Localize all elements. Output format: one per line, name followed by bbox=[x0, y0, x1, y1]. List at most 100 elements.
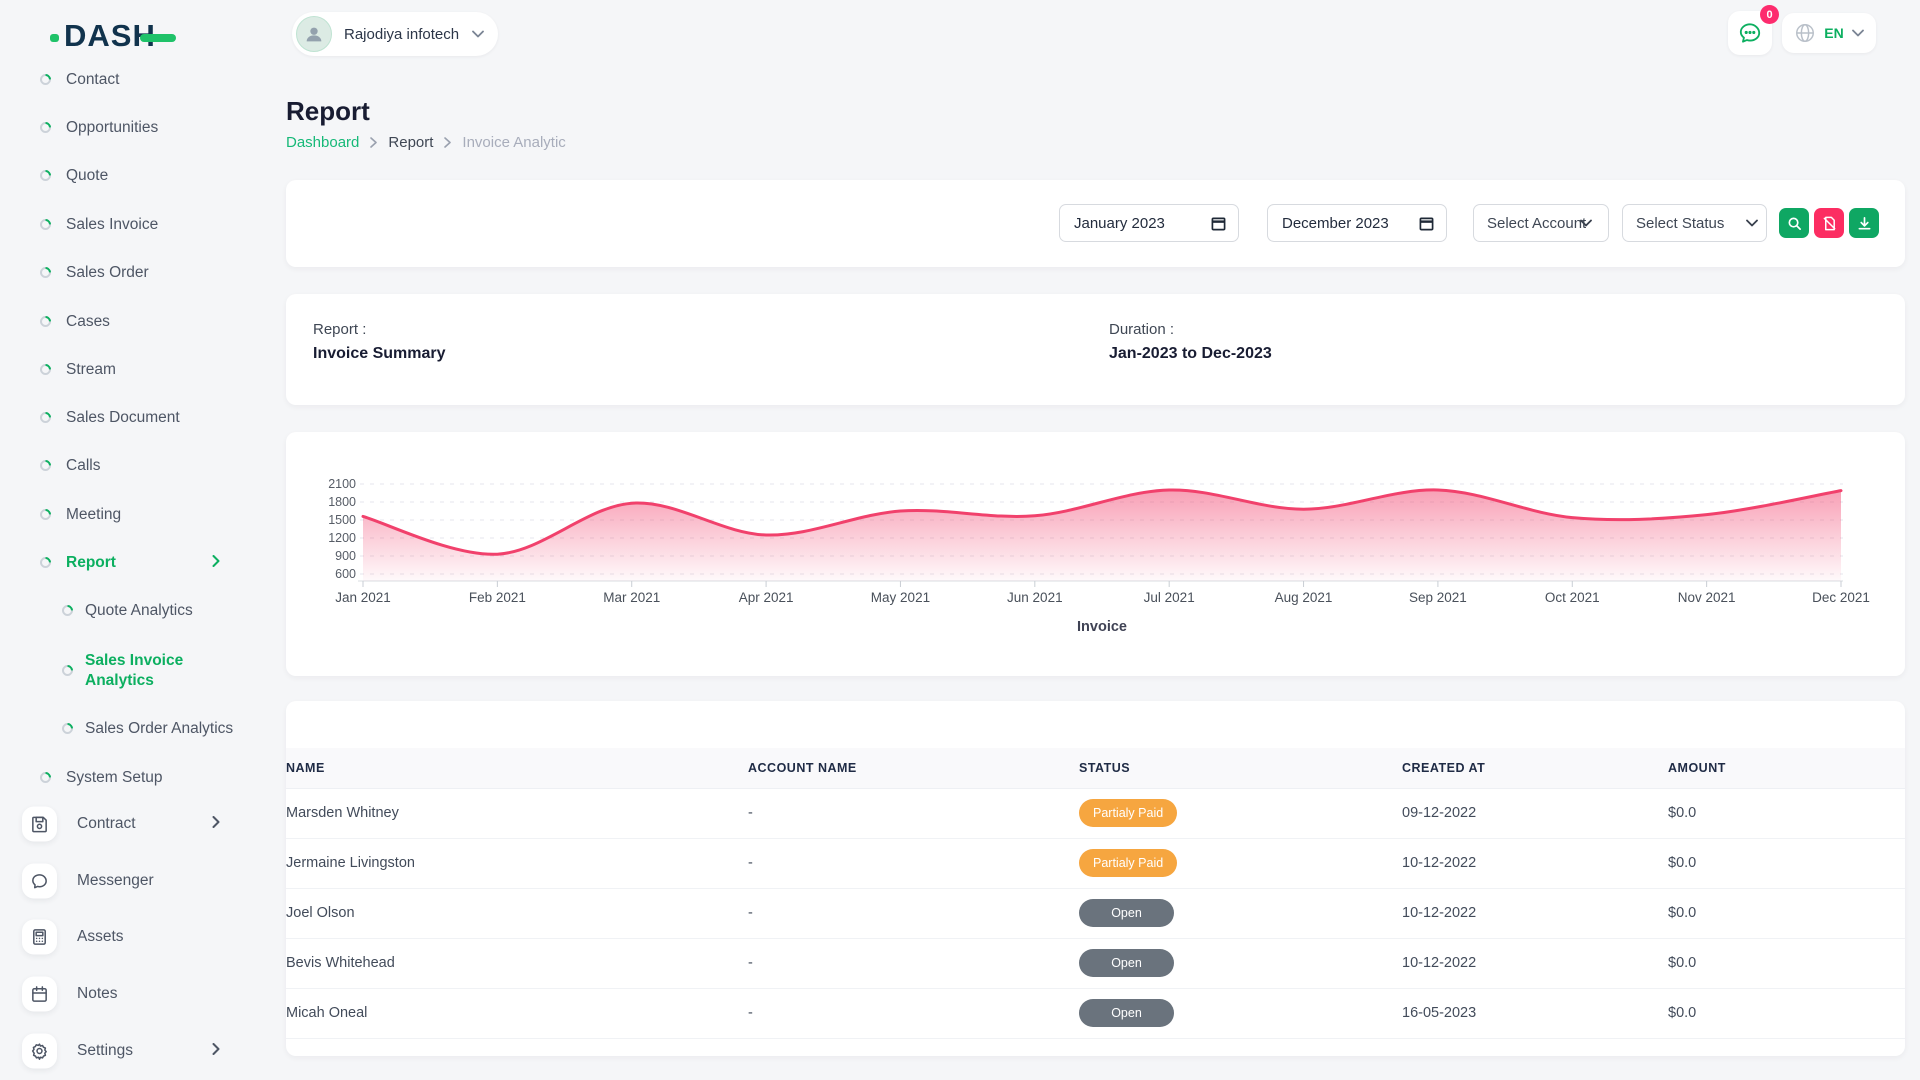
status-badge: Partialy Paid bbox=[1079, 799, 1178, 827]
end-month-value: December 2023 bbox=[1282, 214, 1389, 232]
sidebar-nav: Contact Opportunities Quote Sales Invoic… bbox=[0, 64, 286, 1080]
sidebar-item-label: Quote bbox=[66, 167, 109, 184]
sidebar-item-contract[interactable]: Contract bbox=[0, 796, 286, 852]
sidebar-item-label: Stream bbox=[66, 361, 116, 378]
filter-card: January 2023 December 2023 Select Accoun… bbox=[286, 180, 1905, 267]
sidebar-item-label: Calls bbox=[66, 457, 101, 474]
sidebar-item-sales-order[interactable]: Sales Order bbox=[0, 249, 286, 297]
svg-text:Jan 2021: Jan 2021 bbox=[335, 590, 391, 605]
svg-text:Sep 2021: Sep 2021 bbox=[1409, 590, 1467, 605]
start-month-input[interactable]: January 2023 bbox=[1059, 204, 1239, 242]
sidebar-item-label: Report bbox=[66, 554, 116, 571]
status-select-value: Select Status bbox=[1636, 214, 1725, 232]
sidebar-item-sales-order-analytics[interactable]: Sales Order Analytics bbox=[0, 705, 286, 753]
account-cell: - bbox=[748, 838, 1079, 889]
name-cell: Marsden Whitney bbox=[286, 788, 748, 839]
table-row: Joel Olson - Open 10-12-2022 $0.0 bbox=[286, 888, 1905, 939]
logo-text: DASH bbox=[64, 18, 156, 53]
sidebar-item-system-setup[interactable]: System Setup bbox=[0, 754, 286, 802]
sidebar-item-meeting[interactable]: Meeting bbox=[0, 491, 286, 539]
created-cell: 10-12-2022 bbox=[1402, 938, 1668, 989]
svg-text:May 2021: May 2021 bbox=[871, 590, 930, 605]
sidebar-item-settings[interactable]: Settings bbox=[0, 1023, 286, 1079]
amount-cell: $0.0 bbox=[1668, 838, 1905, 889]
name-cell: Micah Oneal bbox=[286, 988, 748, 1039]
chevron-right-icon bbox=[212, 554, 220, 572]
end-month-input[interactable]: December 2023 bbox=[1267, 204, 1447, 242]
status-select[interactable]: Select Status bbox=[1622, 204, 1767, 242]
sidebar-item-quote[interactable]: Quote bbox=[0, 152, 286, 200]
globe-icon bbox=[1796, 24, 1815, 42]
contract-icon bbox=[22, 806, 57, 842]
table-row: Marsden Whitney - Partialy Paid 09-12-20… bbox=[286, 788, 1905, 839]
account-select-value: Select Account bbox=[1487, 214, 1587, 232]
sidebar-item-stream[interactable]: Stream bbox=[0, 346, 286, 394]
search-button[interactable] bbox=[1779, 208, 1809, 238]
account-select[interactable]: Select Account bbox=[1473, 204, 1609, 242]
file-remove-icon bbox=[1823, 216, 1835, 230]
sidebar-item-label: Sales Invoice Analytics bbox=[85, 652, 184, 689]
chevron-down-icon bbox=[1746, 219, 1758, 227]
search-icon bbox=[1788, 217, 1801, 230]
workspace-switcher[interactable]: Rajodiya infotech bbox=[292, 12, 498, 56]
sidebar-item-label: Contract bbox=[77, 815, 136, 832]
breadcrumb-item-dashboard[interactable]: Dashboard bbox=[286, 134, 360, 151]
sidebar-item-sales-invoice-analytics[interactable]: Sales Invoice Analytics bbox=[0, 637, 286, 705]
sidebar-item-label: Quote Analytics bbox=[85, 602, 193, 619]
sidebar-item-label: Opportunities bbox=[66, 119, 159, 136]
report-label: Report : bbox=[313, 321, 367, 338]
sidebar-item-label: Assets bbox=[77, 928, 124, 945]
messages-button[interactable]: 0 bbox=[1728, 5, 1779, 55]
sidebar-item-sales-invoice[interactable]: Sales Invoice bbox=[0, 201, 286, 249]
account-cell: - bbox=[748, 788, 1079, 839]
clear-filter-button[interactable] bbox=[1814, 208, 1844, 238]
svg-text:Aug 2021: Aug 2021 bbox=[1275, 590, 1333, 605]
svg-text:Jun 2021: Jun 2021 bbox=[1007, 590, 1063, 605]
sidebar-item-label: Meeting bbox=[66, 506, 122, 523]
sidebar-item-calls[interactable]: Calls bbox=[0, 442, 286, 490]
chevron-right-icon bbox=[444, 137, 452, 148]
sidebar-item-assets[interactable]: Assets bbox=[0, 909, 286, 965]
svg-text:Nov 2021: Nov 2021 bbox=[1678, 590, 1736, 605]
name-cell: Bevis Whitehead bbox=[286, 938, 748, 989]
created-cell: 10-12-2022 bbox=[1402, 888, 1668, 939]
logo[interactable]: DASH bbox=[50, 18, 176, 62]
sidebar-item-label: Cases bbox=[66, 313, 110, 330]
download-button[interactable] bbox=[1849, 208, 1879, 238]
sidebar-item-label: System Setup bbox=[66, 769, 163, 786]
notification-badge: 0 bbox=[1760, 5, 1779, 24]
sidebar-item-label: Notes bbox=[77, 985, 118, 1002]
sidebar-item-contact[interactable]: Contact bbox=[0, 64, 286, 104]
bullet-icon bbox=[37, 361, 54, 378]
sidebar-item-report[interactable]: Report bbox=[0, 539, 286, 587]
sidebar-item-cases[interactable]: Cases bbox=[0, 298, 286, 346]
account-cell: - bbox=[748, 938, 1079, 989]
sidebar: DASH Contact Opportunities Quote Sales I… bbox=[0, 0, 286, 1080]
sidebar-item-sales-document[interactable]: Sales Document bbox=[0, 394, 286, 442]
svg-text:600: 600 bbox=[335, 567, 356, 581]
language-label: EN bbox=[1824, 25, 1844, 41]
sidebar-item-opportunities[interactable]: Opportunities bbox=[0, 104, 286, 152]
bullet-icon bbox=[37, 167, 54, 184]
svg-text:1500: 1500 bbox=[328, 513, 356, 527]
language-selector[interactable]: EN bbox=[1782, 13, 1876, 53]
breadcrumb-item-report[interactable]: Report bbox=[388, 134, 434, 151]
column-header-status: STATUS bbox=[1079, 748, 1402, 789]
calendar-icon bbox=[1419, 217, 1434, 230]
sidebar-item-label: Sales Order bbox=[66, 264, 149, 281]
amount-cell: $0.0 bbox=[1668, 888, 1905, 939]
sidebar-item-quote-analytics[interactable]: Quote Analytics bbox=[0, 587, 286, 635]
duration-label: Duration : bbox=[1109, 321, 1175, 338]
svg-text:Jul 2021: Jul 2021 bbox=[1144, 590, 1195, 605]
amount-cell: $0.0 bbox=[1668, 788, 1905, 839]
chevron-right-icon bbox=[212, 815, 220, 833]
sidebar-item-notes[interactable]: Notes bbox=[0, 966, 286, 1022]
sidebar-item-messenger[interactable]: Messenger bbox=[0, 853, 286, 909]
chevron-down-icon bbox=[1580, 219, 1593, 227]
table-row: Jermaine Livingston - Partialy Paid 10-1… bbox=[286, 838, 1905, 889]
column-header-account-name: ACCOUNT NAME bbox=[748, 748, 1079, 789]
svg-text:Dec 2021: Dec 2021 bbox=[1812, 590, 1870, 605]
bullet-icon bbox=[37, 409, 54, 426]
bullet-icon bbox=[37, 119, 54, 136]
message-bubble-icon bbox=[1739, 23, 1761, 43]
